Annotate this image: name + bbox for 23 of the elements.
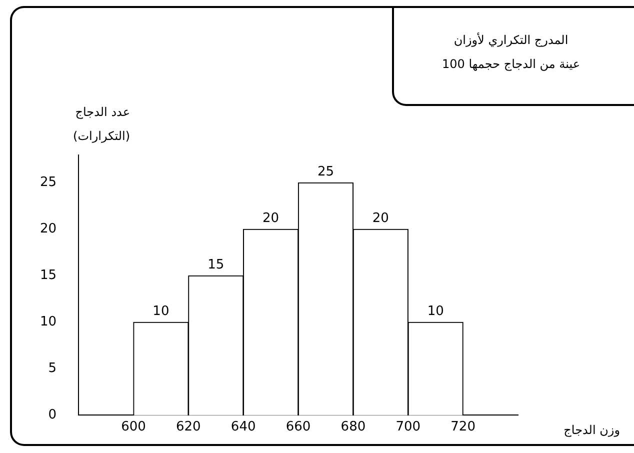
y-tick-label: 25 (40, 175, 57, 190)
data-label: 10 (427, 304, 444, 320)
y-axis-title: عدد الدجاج (التكرارات) (72, 104, 130, 145)
y-tick-label: 15 (40, 268, 57, 284)
chart-subtitle: عينة من الدجاج حجمها 100 (441, 56, 581, 73)
x-tick-label: 620 (176, 419, 201, 434)
chart-title: المدرج التكراري لأوزان (452, 32, 570, 49)
x-tick-label: 700 (396, 419, 421, 434)
data-label: 15 (208, 258, 224, 273)
x-tick-label: 720 (450, 419, 476, 434)
x-axis-title: وزن الدجاج (562, 422, 620, 439)
x-tick-label: 640 (230, 419, 256, 434)
data-label: 20 (262, 211, 280, 226)
x-tick-label: 660 (286, 419, 311, 434)
data-label: 10 (152, 304, 170, 320)
x-tick-label: 680 (340, 419, 366, 434)
y-tick-label: 5 (48, 361, 57, 376)
y-tick-label: 20 (40, 222, 57, 237)
y-tick-label: 0 (48, 408, 57, 423)
data-label: 20 (372, 211, 389, 226)
x-tick-label: 600 (121, 419, 146, 434)
y-tick-label: 10 (40, 314, 57, 330)
data-label: 25 (317, 164, 334, 180)
